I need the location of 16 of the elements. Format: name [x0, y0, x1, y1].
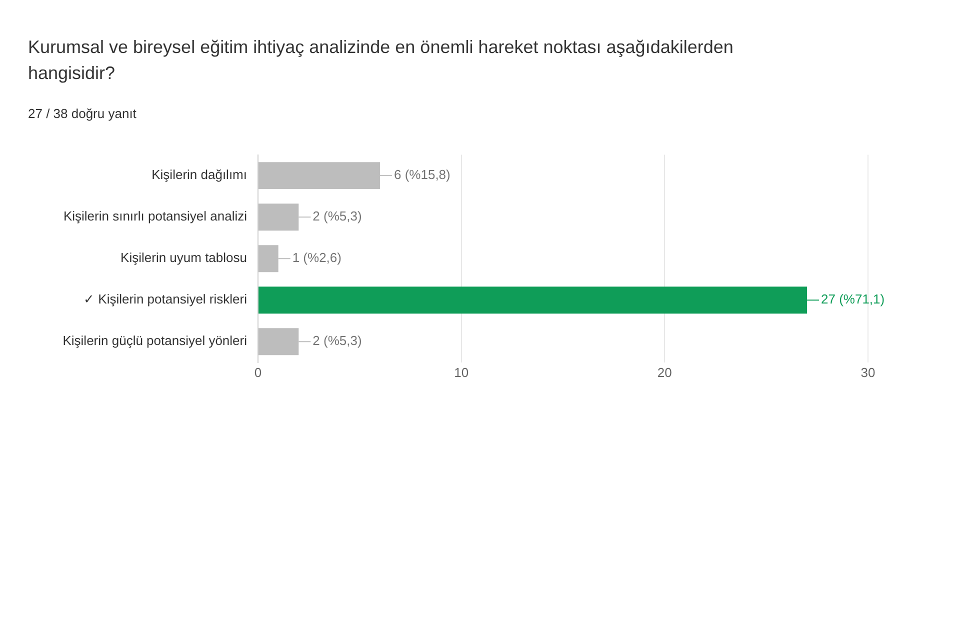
- x-tick-label: 10: [454, 364, 469, 380]
- data-label: 6 (%15,8): [394, 167, 450, 182]
- data-label: 2 (%5,3): [312, 333, 362, 348]
- x-tick-label: 30: [860, 364, 876, 380]
- x-tick-label: 20: [657, 364, 672, 380]
- x-tick-label: 0: [254, 364, 262, 380]
- y-tick-label: ✓ Kişilerin potansiyel riskleri: [84, 292, 248, 307]
- text: 27 / 38 doğru yanıt: [28, 106, 136, 121]
- data-label: 1 (%2,6): [292, 250, 342, 266]
- y-tick-label: Kişilerin sınırlı potansiyel analizi: [63, 208, 248, 224]
- chart-title: Kurumsal ve bireysel eğitim ihtiyaç analizinde en önemli hareket noktası aşağıdakilerden hangisidir?: [28, 36, 734, 85]
- data-label: 27 (%71,1): [821, 292, 885, 307]
- data-label: 2 (%5,3): [312, 208, 362, 224]
- y-tick-label: Kişilerin dağılımı: [152, 167, 247, 182]
- y-tick-label: Kişilerin güçlü potansiyel yönleri: [62, 333, 248, 348]
- y-tick-label: Kişilerin uyum tablosu: [120, 250, 247, 266]
